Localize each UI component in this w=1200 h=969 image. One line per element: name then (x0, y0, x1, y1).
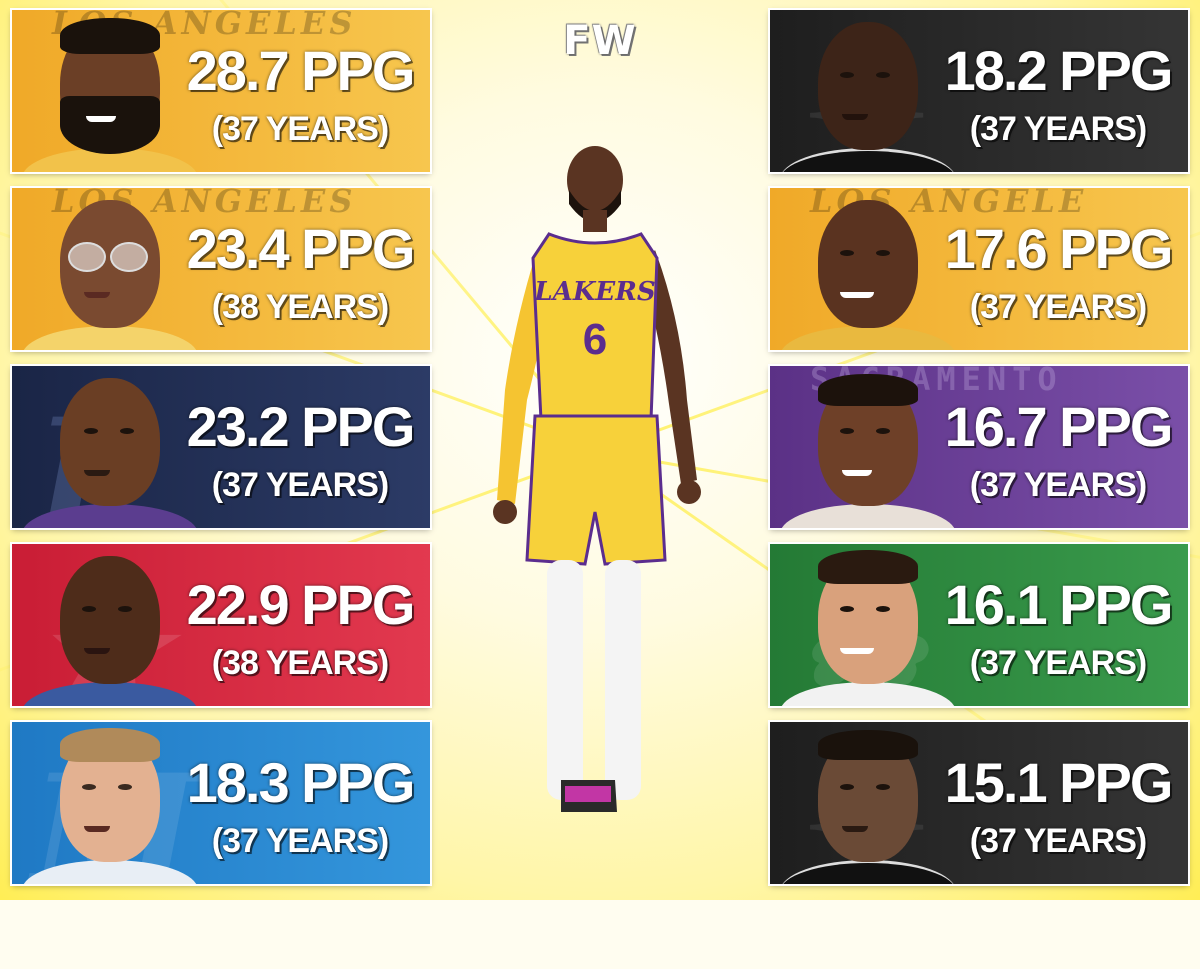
player-portrait (780, 728, 956, 884)
player-portrait (22, 550, 198, 706)
ppg-value: 16.7 PPG (944, 395, 1174, 458)
ppg-value: 18.3 PPG (186, 751, 416, 814)
fw-logo: FW (563, 18, 637, 64)
stat-card-left-2: LOS ANGELES 23.4 PPG (38 YEARS) (12, 188, 430, 350)
player-portrait (22, 372, 198, 528)
age-label: (37 YEARS) (969, 466, 1147, 504)
jersey-number: 6 (583, 315, 607, 364)
stat-card-right-5: ✦ 15.1 PPG (37 YEARS) (770, 722, 1188, 884)
stat-card-left-4: ★ 22.9 PPG (38 YEARS) (12, 544, 430, 706)
age-label: (37 YEARS) (211, 822, 389, 860)
player-portrait (780, 372, 956, 528)
jersey-text: LAKERS (533, 277, 655, 307)
stat-card-right-4: ☘ 16.1 PPG (37 YEARS) (770, 544, 1188, 706)
age-label: (37 YEARS) (969, 110, 1147, 148)
ppg-value: 17.6 PPG (944, 217, 1174, 280)
stat-card-right-1: ✦ 18.2 PPG (37 YEARS) (770, 10, 1188, 172)
stat-card-left-3: J 23.2 PPG (37 YEARS) (12, 366, 430, 528)
age-label: (38 YEARS) (211, 288, 389, 326)
center-player-figure: LAKERS 6 (493, 146, 701, 812)
stat-card-left-1: LOS ANGELES 28.7 PPG (37 YEARS) (12, 10, 430, 172)
player-portrait (22, 728, 198, 884)
age-label: (37 YEARS) (211, 466, 389, 504)
stat-card-right-3: SACRAMENTO 16.7 PPG (37 YEARS) (770, 366, 1188, 528)
stat-card-left-5: M 18.3 PPG (37 YEARS) (12, 722, 430, 884)
ppg-value: 18.2 PPG (944, 39, 1174, 102)
player-portrait (780, 16, 956, 172)
player-portrait (22, 194, 198, 350)
age-label: (37 YEARS) (969, 644, 1147, 682)
age-label: (37 YEARS) (211, 110, 389, 148)
ppg-value: 16.1 PPG (944, 573, 1174, 636)
ppg-value: 22.9 PPG (186, 573, 416, 636)
player-portrait (780, 194, 956, 350)
stat-card-right-2: LOS ANGELE 17.6 PPG (37 YEARS) (770, 188, 1188, 350)
age-label: (38 YEARS) (211, 644, 389, 682)
age-label: (37 YEARS) (969, 822, 1147, 860)
ppg-value: 15.1 PPG (944, 751, 1174, 814)
ppg-value: 23.4 PPG (186, 217, 416, 280)
age-label: (37 YEARS) (969, 288, 1147, 326)
ppg-value: 23.2 PPG (186, 395, 416, 458)
player-portrait (22, 16, 198, 172)
player-portrait (780, 550, 956, 706)
ppg-value: 28.7 PPG (186, 39, 416, 102)
